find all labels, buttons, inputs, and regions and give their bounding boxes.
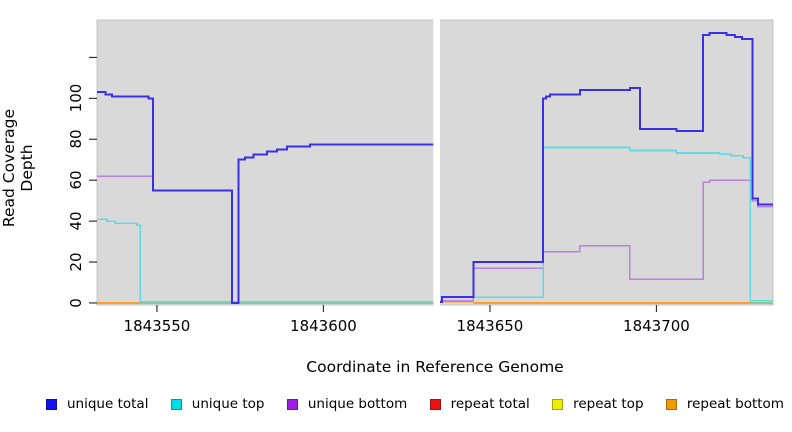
x-tick-label: 1843550 bbox=[123, 317, 191, 335]
y-tick-label: 60 bbox=[67, 170, 85, 190]
legend-label: repeat total bbox=[450, 396, 530, 412]
x-tick-label: 1843650 bbox=[456, 317, 524, 335]
y-tick-label: 100 bbox=[67, 84, 85, 113]
series-unique-top bbox=[97, 218, 434, 303]
series-unique-bottom bbox=[440, 179, 773, 302]
legend-label: unique top bbox=[191, 396, 265, 412]
legend-item: unique top bbox=[170, 396, 265, 412]
y-axis-title: Read Coverage Depth bbox=[0, 108, 36, 228]
legend-item: repeat top bbox=[552, 396, 644, 412]
legend-label: repeat bottom bbox=[686, 396, 784, 412]
legend-label: repeat top bbox=[573, 396, 644, 412]
legend-swatch-icon bbox=[286, 398, 298, 410]
legend-swatch-icon bbox=[429, 398, 441, 410]
legend-label: unique bottom bbox=[307, 396, 408, 412]
legend-swatch-icon bbox=[552, 398, 564, 410]
series-unique-total bbox=[97, 91, 434, 304]
series-unique-total bbox=[440, 31, 773, 303]
series-unique-top bbox=[440, 146, 773, 302]
legend-label: unique total bbox=[67, 396, 149, 412]
x-tick-label: 1843600 bbox=[290, 317, 357, 335]
y-tick-label: 80 bbox=[67, 129, 85, 149]
x-axis-title: Coordinate in Reference Genome bbox=[306, 358, 564, 376]
legend-swatch-icon bbox=[665, 398, 677, 410]
missing-data-gap bbox=[433, 19, 440, 306]
legend-swatch-icon bbox=[46, 398, 57, 410]
legend-item: repeat bottom bbox=[665, 396, 784, 412]
y-tick-label: 0 bbox=[67, 298, 85, 308]
x-tick-label: 1843700 bbox=[623, 317, 690, 335]
legend-item: repeat total bbox=[429, 396, 530, 412]
legend-item: unique total bbox=[46, 396, 148, 412]
legend: unique total unique top unique bottom repea… bbox=[46, 396, 784, 412]
legend-swatch-icon bbox=[170, 398, 182, 410]
y-tick-label: 40 bbox=[67, 211, 85, 231]
y-tick-label: 20 bbox=[67, 252, 85, 272]
legend-item: unique bottom bbox=[286, 396, 408, 412]
